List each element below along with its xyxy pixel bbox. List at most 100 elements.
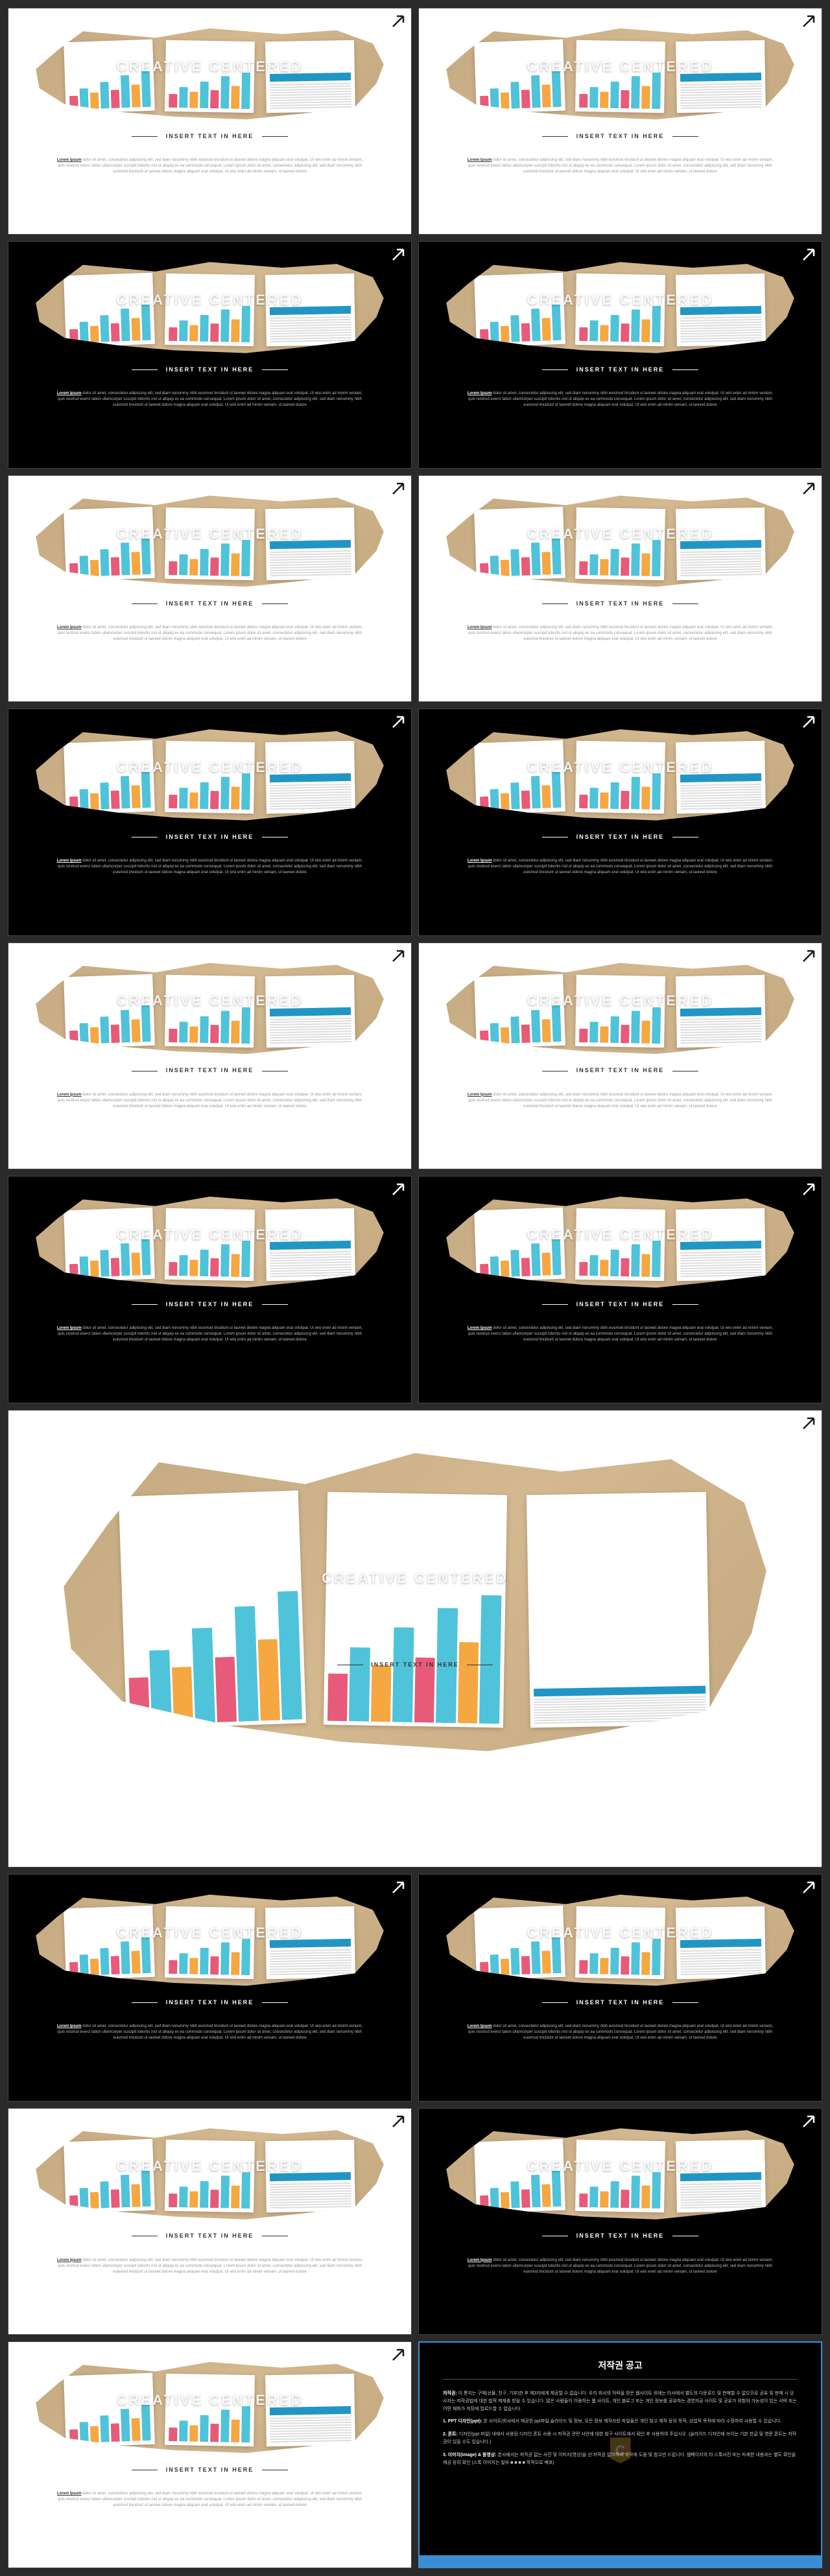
template-slide-dark[interactable]: CREATIVE CENTERED INSERT TEXT IN HERE Lo… — [8, 1874, 412, 2101]
chart-bar — [241, 540, 250, 576]
paper-chart-2 — [165, 974, 255, 1047]
chart-bar — [257, 1639, 280, 1721]
doc-line — [680, 560, 761, 563]
chart-bar — [589, 788, 599, 808]
bar-chart — [579, 2169, 661, 2208]
doc-lines — [270, 316, 351, 342]
slide-subtitle: INSERT TEXT IN HERE — [419, 834, 822, 840]
chart-bar — [510, 782, 519, 809]
chart-bar — [241, 773, 250, 810]
chart-bar — [501, 793, 510, 810]
chart-bar — [69, 329, 78, 343]
divider-line — [542, 136, 568, 137]
template-slide-dark[interactable]: CREATIVE CENTERED INSERT TEXT IN HERE Lo… — [418, 2108, 822, 2335]
chart-bar — [121, 2175, 130, 2207]
bar-chart — [327, 1586, 501, 1724]
template-slide-dark[interactable]: CREATIVE CENTERED INSERT TEXT IN HERE Lo… — [418, 241, 822, 468]
chart-bar — [210, 1956, 219, 1974]
chart-bar — [80, 1022, 89, 1044]
subtitle-text: INSERT TEXT IN HERE — [576, 1999, 665, 2006]
corner-logo-icon — [390, 2114, 406, 2129]
slide-title: CREATIVE CENTERED — [8, 2158, 411, 2175]
chart-bar — [480, 563, 489, 577]
chart-bar — [69, 2430, 78, 2443]
subtitle-text: INSERT TEXT IN HERE — [576, 1067, 665, 1073]
chart-bar — [521, 1956, 530, 1974]
body-lead: Lorem Ipsum — [468, 1093, 492, 1097]
template-slide-light[interactable]: CREATIVE CENTERED INSERT TEXT IN HERE Lo… — [8, 475, 412, 702]
paper-chart-2 — [165, 274, 255, 346]
divider-line — [132, 369, 158, 370]
divider-line — [542, 1304, 568, 1305]
slide-title: CREATIVE CENTERED — [8, 1226, 411, 1243]
copyright-slide[interactable]: 저작권 공고 C 저작권: 이 통지는 구매(선물, 친구, 기부)한 후 제3… — [418, 2341, 822, 2568]
doc-line — [680, 555, 761, 557]
template-slide-dark[interactable]: CREATIVE CENTERED INSERT TEXT IN HERE Lo… — [8, 241, 412, 468]
chart-bar — [621, 2190, 630, 2208]
doc-line — [270, 552, 351, 555]
slide-title: CREATIVE CENTERED — [419, 292, 822, 309]
chart-bar — [200, 315, 209, 342]
doc-line — [270, 1030, 351, 1033]
template-slide-dark[interactable]: CREATIVE CENTERED INSERT TEXT IN HERE Lo… — [8, 708, 412, 935]
body-lead: Lorem Ipsum — [468, 626, 492, 629]
template-slide-light[interactable]: CREATIVE CENTERED INSERT TEXT IN HERE Lo… — [418, 475, 822, 702]
body-lead: Lorem Ipsum — [57, 158, 82, 162]
papers-group — [475, 508, 765, 580]
template-slide-light[interactable]: CREATIVE CENTERED INSERT TEXT IN HERE Lo… — [418, 943, 822, 1169]
paper-chart — [118, 1490, 305, 1729]
template-slide-light[interactable]: CREATIVE CENTERED INSERT TEXT IN HERE Lo… — [8, 8, 412, 235]
doc-line — [680, 1020, 761, 1022]
doc-line — [681, 1973, 762, 1975]
papers-group — [65, 1209, 355, 1280]
chart-bar — [490, 555, 499, 576]
chart-bar — [192, 1628, 215, 1723]
paper-chart-2 — [165, 1906, 255, 1979]
chart-bar — [111, 2189, 120, 2208]
chart-bar — [521, 323, 530, 342]
divider-line — [132, 1304, 158, 1305]
chart-bar — [231, 786, 240, 809]
corner-logo-icon — [390, 1182, 406, 1197]
template-slide-dark[interactable]: CREATIVE CENTERED INSERT TEXT IN HERE Lo… — [418, 708, 822, 935]
chart-bar — [200, 782, 209, 809]
chart-bar — [579, 561, 587, 575]
chart-bar — [480, 1264, 489, 1278]
paper-doc — [265, 2140, 355, 2212]
doc-line — [680, 1017, 761, 1020]
slide-subtitle: INSERT TEXT IN HERE — [8, 1301, 411, 1307]
paper-doc — [676, 1208, 766, 1281]
chart-bar — [652, 2172, 661, 2208]
chart-bar — [610, 548, 619, 575]
doc-lines — [270, 2183, 351, 2208]
template-slide-dark[interactable]: CREATIVE CENTERED INSERT TEXT IN HERE Lo… — [8, 1176, 412, 1403]
template-slide-light[interactable]: CREATIVE CENTERED INSERT TEXT IN HERE Lo… — [8, 2341, 412, 2568]
template-slide-dark[interactable]: CREATIVE CENTERED INSERT TEXT IN HERE Lo… — [418, 1874, 822, 2101]
template-slide-light[interactable]: CREATIVE CENTERED INSERT TEXT IN HERE Lo… — [8, 943, 412, 1169]
divider-line — [132, 2002, 158, 2003]
doc-lines — [270, 784, 351, 810]
para1-lead: 저작권: — [443, 2391, 457, 2396]
template-slide-light[interactable]: CREATIVE CENTERED INSERT TEXT IN HERE Lo… — [8, 2108, 412, 2335]
chart-bar — [579, 2194, 587, 2208]
template-slide-light[interactable]: CREATIVE CENTERED INSERT TEXT IN HERE Lo… — [418, 8, 822, 235]
chart-bar — [131, 1252, 140, 1276]
chart-bar — [490, 88, 499, 110]
chart-bar — [631, 2176, 640, 2208]
body-paragraph: dolor sit amet, consectetur adipiscing e… — [58, 859, 362, 874]
doc-lines — [270, 1251, 351, 1277]
slide-title: CREATIVE CENTERED — [419, 1925, 822, 1941]
chart-bar — [241, 73, 250, 109]
chart-bar — [189, 2425, 198, 2441]
para1-text: 이 통지는 구매(선물, 친구, 기부)한 후 제3자에게 제공할 수 없습니다… — [443, 2391, 797, 2411]
chart-bar — [210, 1258, 219, 1276]
corner-logo-icon — [801, 1416, 816, 1431]
chart-bar — [111, 2423, 120, 2442]
slide-title: CREATIVE CENTERED — [419, 759, 822, 776]
doc-line — [681, 1035, 762, 1038]
body-paragraph: dolor sit amet, consectetur adipiscing e… — [58, 1093, 362, 1108]
template-slide-dark[interactable]: CREATIVE CENTERED INSERT TEXT IN HERE Lo… — [418, 1176, 822, 1403]
chart-bar — [80, 789, 89, 810]
template-slide-light[interactable]: CREATIVE CENTERED INSERT TEXT IN HERE — [8, 1410, 822, 1868]
chart-bar — [80, 322, 89, 343]
